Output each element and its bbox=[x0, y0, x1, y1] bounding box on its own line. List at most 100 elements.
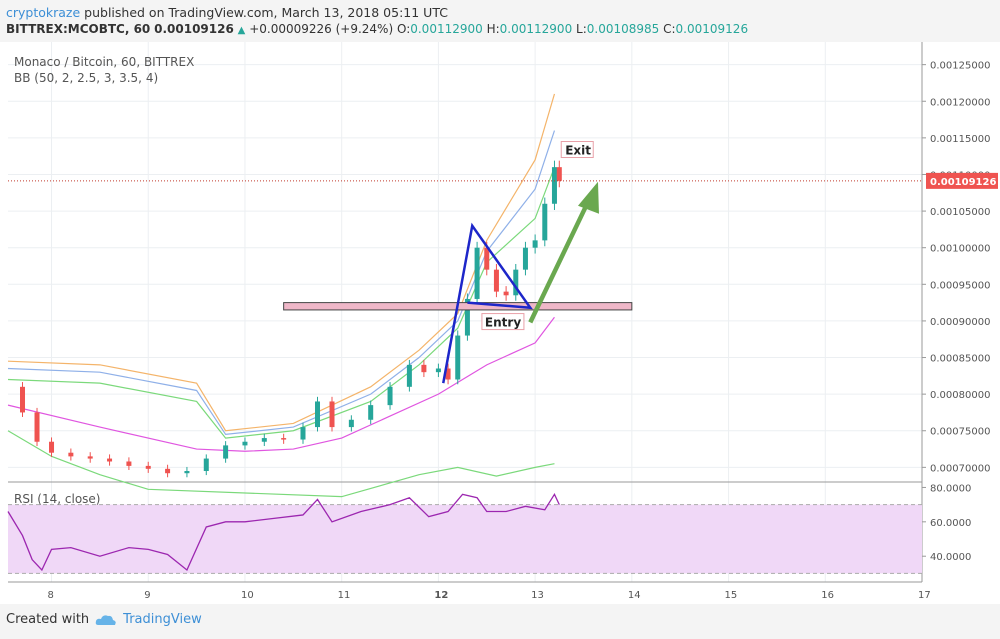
rsi-tick-label: 60.0000 bbox=[930, 518, 971, 529]
candle-body bbox=[406, 364, 412, 387]
close-value: 0.00109126 bbox=[675, 22, 749, 36]
candle-body bbox=[493, 269, 499, 292]
price-tag-label: 0.00109126 bbox=[930, 177, 996, 188]
candle-body bbox=[242, 441, 248, 446]
y-tick-label: 0.00120000 bbox=[930, 97, 990, 108]
rsi-tick-label: 40.0000 bbox=[930, 552, 971, 563]
target-arrow-head bbox=[577, 181, 599, 214]
rsi-line bbox=[7, 492, 560, 572]
y-tick-label: 0.00080000 bbox=[930, 390, 990, 401]
candle-body bbox=[556, 167, 562, 181]
candle-body bbox=[435, 368, 441, 373]
chart-area[interactable]: 0.00070000 0.00075000 0.00080000 0.00085000… bbox=[0, 42, 1000, 604]
rsi-indicator-label[interactable]: RSI (14, close) bbox=[14, 492, 101, 506]
y-tick-label: 0.00125000 bbox=[930, 61, 990, 72]
y-tick-label: 0.00095000 bbox=[930, 280, 990, 291]
exit-label: Exit bbox=[565, 144, 591, 158]
candle-body bbox=[184, 471, 190, 474]
candle-body bbox=[551, 167, 557, 204]
candle-body bbox=[348, 419, 354, 428]
chart-header: cryptokraze published on TradingView.com… bbox=[6, 4, 748, 39]
candle-body bbox=[503, 291, 509, 296]
high-value: 0.00112900 bbox=[499, 22, 573, 36]
entry-label: Entry bbox=[485, 316, 521, 330]
candle-body bbox=[329, 401, 335, 428]
candle-body bbox=[445, 368, 451, 380]
chart-legend: Monaco / Bitcoin, 60, BITTREX BB (50, 2,… bbox=[14, 54, 194, 86]
x-tick-label: 8 bbox=[48, 590, 54, 601]
y-tick-label: 0.00100000 bbox=[930, 244, 990, 255]
open-value: 0.00112900 bbox=[410, 22, 483, 36]
bb-basis-line bbox=[7, 316, 555, 452]
low-label: L: bbox=[576, 22, 587, 36]
candle-body bbox=[87, 456, 93, 459]
x-tick-label: 11 bbox=[338, 590, 351, 601]
candle-body bbox=[261, 438, 267, 442]
candle-body bbox=[107, 458, 113, 462]
tradingview-link[interactable]: TradingView bbox=[123, 612, 202, 627]
candle-body bbox=[68, 452, 74, 457]
high-label: H: bbox=[486, 22, 500, 36]
y-tick-label: 0.00070000 bbox=[930, 463, 990, 474]
candle-body bbox=[522, 247, 528, 270]
entry-label-box bbox=[481, 313, 525, 331]
pattern-line bbox=[442, 222, 533, 384]
y-tick-label: 0.00085000 bbox=[930, 354, 990, 365]
last-price: 0.00109126 bbox=[154, 22, 234, 36]
candle-body bbox=[49, 441, 55, 453]
rsi-band bbox=[8, 504, 922, 574]
candle-body bbox=[464, 298, 470, 336]
exit-label-box bbox=[560, 141, 594, 159]
pair-label: Monaco / Bitcoin, 60, BITTREX bbox=[14, 55, 195, 69]
price-chart[interactable]: 0.00070000 0.00075000 0.00080000 0.00085000… bbox=[0, 42, 1000, 604]
x-tick-label: 15 bbox=[725, 590, 738, 601]
candle-body bbox=[203, 458, 209, 472]
candle-body bbox=[315, 401, 321, 428]
candle-body bbox=[421, 364, 427, 373]
candle-body bbox=[145, 465, 151, 469]
candle-body bbox=[455, 335, 461, 380]
candle-body bbox=[300, 427, 306, 440]
close-label: C: bbox=[663, 22, 676, 36]
x-tick-label: 10 bbox=[241, 590, 254, 601]
candle-body bbox=[474, 247, 480, 299]
candle-body bbox=[513, 269, 519, 296]
publish-text: published on TradingView.com, March 13, … bbox=[80, 5, 448, 20]
bb-lower-line bbox=[7, 430, 555, 498]
candle-body bbox=[532, 240, 538, 248]
x-tick-label: 14 bbox=[628, 590, 641, 601]
symbol-line: BITTREX:MCOBTC, 60 0.00109126 ▲ +0.00009… bbox=[6, 21, 748, 39]
bb-indicator-label[interactable]: BB (50, 2, 2.5, 3, 3.5, 4) bbox=[14, 71, 159, 85]
open-label: O: bbox=[396, 22, 411, 36]
candle-body bbox=[542, 203, 548, 241]
candle-body bbox=[223, 445, 229, 459]
price-tag-bg bbox=[926, 172, 998, 189]
footer: Created with TradingView bbox=[6, 612, 202, 627]
x-tick-label: 17 bbox=[918, 590, 931, 601]
created-with-text: Created with bbox=[6, 612, 90, 627]
x-tick-label: 12 bbox=[434, 590, 448, 601]
y-tick-label: 0.00075000 bbox=[930, 427, 990, 438]
bb-upper-outer-line bbox=[7, 93, 556, 432]
change-value: +0.00009226 (+9.24%) bbox=[249, 22, 394, 36]
candle-body bbox=[20, 386, 26, 413]
x-tick-label: 16 bbox=[821, 590, 834, 601]
y-tick-label: 0.00105000 bbox=[930, 207, 990, 218]
target-arrow-shaft bbox=[528, 196, 593, 324]
x-tick-label: 13 bbox=[531, 590, 544, 601]
y-tick-label: 0.00090000 bbox=[930, 317, 990, 328]
candle-body bbox=[368, 405, 374, 420]
x-tick-label: 9 bbox=[144, 590, 150, 601]
publish-line: cryptokraze published on TradingView.com… bbox=[6, 4, 748, 21]
candle-body bbox=[34, 412, 40, 442]
low-value: 0.00108985 bbox=[586, 22, 660, 36]
tradingview-cloud-icon[interactable] bbox=[95, 614, 117, 626]
up-arrow-icon: ▲ bbox=[237, 25, 246, 36]
candle-body bbox=[126, 461, 132, 466]
bb-upper-inner-line bbox=[7, 130, 556, 436]
symbol-label: BITTREX:MCOBTC, 60 bbox=[6, 22, 151, 36]
author-link[interactable]: cryptokraze bbox=[6, 5, 81, 20]
candle-body bbox=[165, 468, 171, 474]
candle-body bbox=[387, 386, 393, 406]
rsi-tick-label: 80.0000 bbox=[930, 483, 971, 494]
